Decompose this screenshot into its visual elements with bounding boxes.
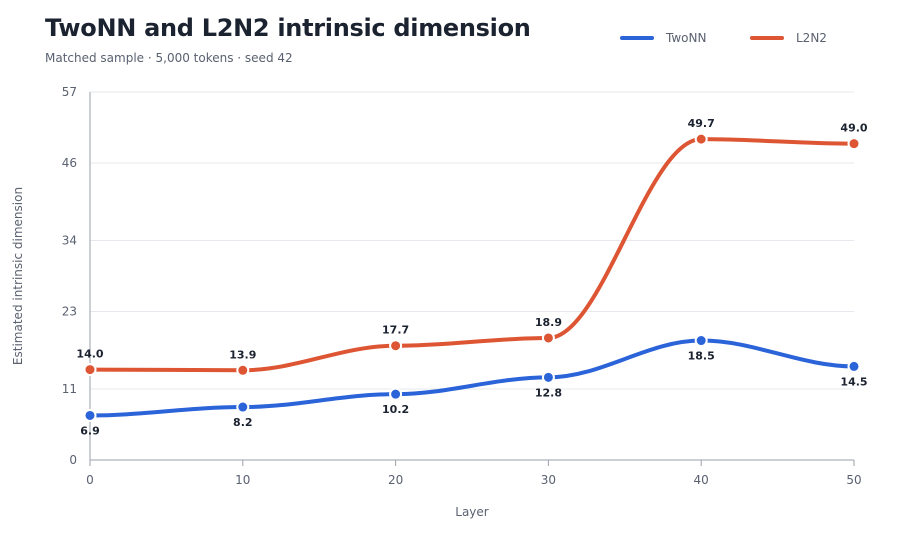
data-point-l2n2 [847, 137, 861, 151]
y-tick-label: 57 [62, 85, 77, 99]
data-point-twonn [389, 387, 403, 401]
data-point-l2n2 [389, 339, 403, 353]
legend-label-l2n2: L2N2 [796, 31, 827, 45]
x-tick-label: 10 [235, 473, 250, 487]
y-tick-label: 0 [69, 453, 77, 467]
legend-swatch-twonn [620, 36, 654, 40]
data-label-l2n2: 18.9 [535, 316, 562, 329]
legend-item-l2n2[interactable]: L2N2 [750, 31, 827, 45]
x-tick-label: 30 [541, 473, 556, 487]
data-point-twonn [83, 408, 97, 422]
chart-title: TwoNN and L2N2 intrinsic dimension [45, 14, 531, 42]
y-axis-label: Estimated intrinsic dimension [11, 187, 25, 365]
data-point-l2n2 [541, 331, 555, 345]
legend-label-twonn: TwoNN [666, 31, 707, 45]
data-point-l2n2 [694, 132, 708, 146]
x-tick-label: 50 [846, 473, 861, 487]
legend-item-twonn[interactable]: TwoNN [620, 31, 706, 45]
data-point-l2n2 [83, 363, 97, 377]
data-point-twonn [694, 334, 708, 348]
data-label-l2n2: 17.7 [382, 324, 409, 337]
legend-swatch-l2n2 [750, 36, 784, 40]
x-axis-label: Layer [455, 505, 489, 519]
data-point-twonn [541, 370, 555, 384]
data-label-l2n2: 14.0 [76, 348, 103, 361]
x-tick-label: 40 [694, 473, 709, 487]
data-label-twonn: 14.5 [840, 375, 867, 388]
data-point-twonn [236, 400, 250, 414]
data-label-twonn: 18.5 [688, 350, 715, 363]
y-tick-label: 46 [62, 156, 77, 170]
series-line-twonn [88, 338, 856, 418]
data-point-twonn [847, 359, 861, 373]
data-label-twonn: 8.2 [233, 416, 253, 429]
chart-subtitle: Matched sample · 5,000 tokens · seed 42 [45, 51, 293, 65]
y-tick-label: 34 [62, 233, 77, 247]
y-tick-label: 11 [62, 382, 77, 396]
data-label-twonn: 6.9 [80, 424, 100, 437]
data-label-l2n2: 13.9 [229, 348, 256, 361]
data-point-l2n2 [236, 363, 250, 377]
x-tick-label: 0 [86, 473, 94, 487]
y-tick-label: 23 [62, 305, 77, 319]
data-label-l2n2: 49.0 [840, 122, 867, 135]
data-label-twonn: 12.8 [535, 386, 562, 399]
data-label-l2n2: 49.7 [688, 117, 715, 130]
data-label-twonn: 10.2 [382, 403, 409, 416]
x-tick-label: 20 [388, 473, 403, 487]
series-line-l2n2 [88, 137, 856, 373]
